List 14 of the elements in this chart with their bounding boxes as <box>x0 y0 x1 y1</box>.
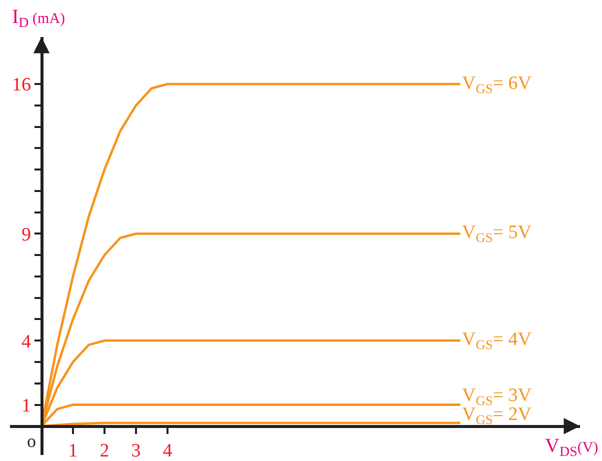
series-label: V$_{GS}$= 5V <box>462 222 532 245</box>
x-axis-title: V$_{DS}$(V) <box>545 435 598 460</box>
y-tick-label: 1 <box>21 395 31 416</box>
x-tick-label: 2 <box>100 440 110 461</box>
annotation: o <box>27 431 36 451</box>
series-label: V$_{GS}$= 6V <box>462 73 532 96</box>
y-tick-label: 4 <box>21 331 32 352</box>
y-axis-title: I$_{D}$ (mA) <box>12 6 66 32</box>
series-label: V$_{GS}$= 4V <box>462 329 532 352</box>
x-tick-label: 1 <box>68 440 78 461</box>
x-tick-label: 4 <box>162 440 173 461</box>
y-tick-label: 16 <box>12 74 31 96</box>
y-tick-label: 9 <box>21 224 31 246</box>
x-tick-label: 3 <box>131 440 141 461</box>
